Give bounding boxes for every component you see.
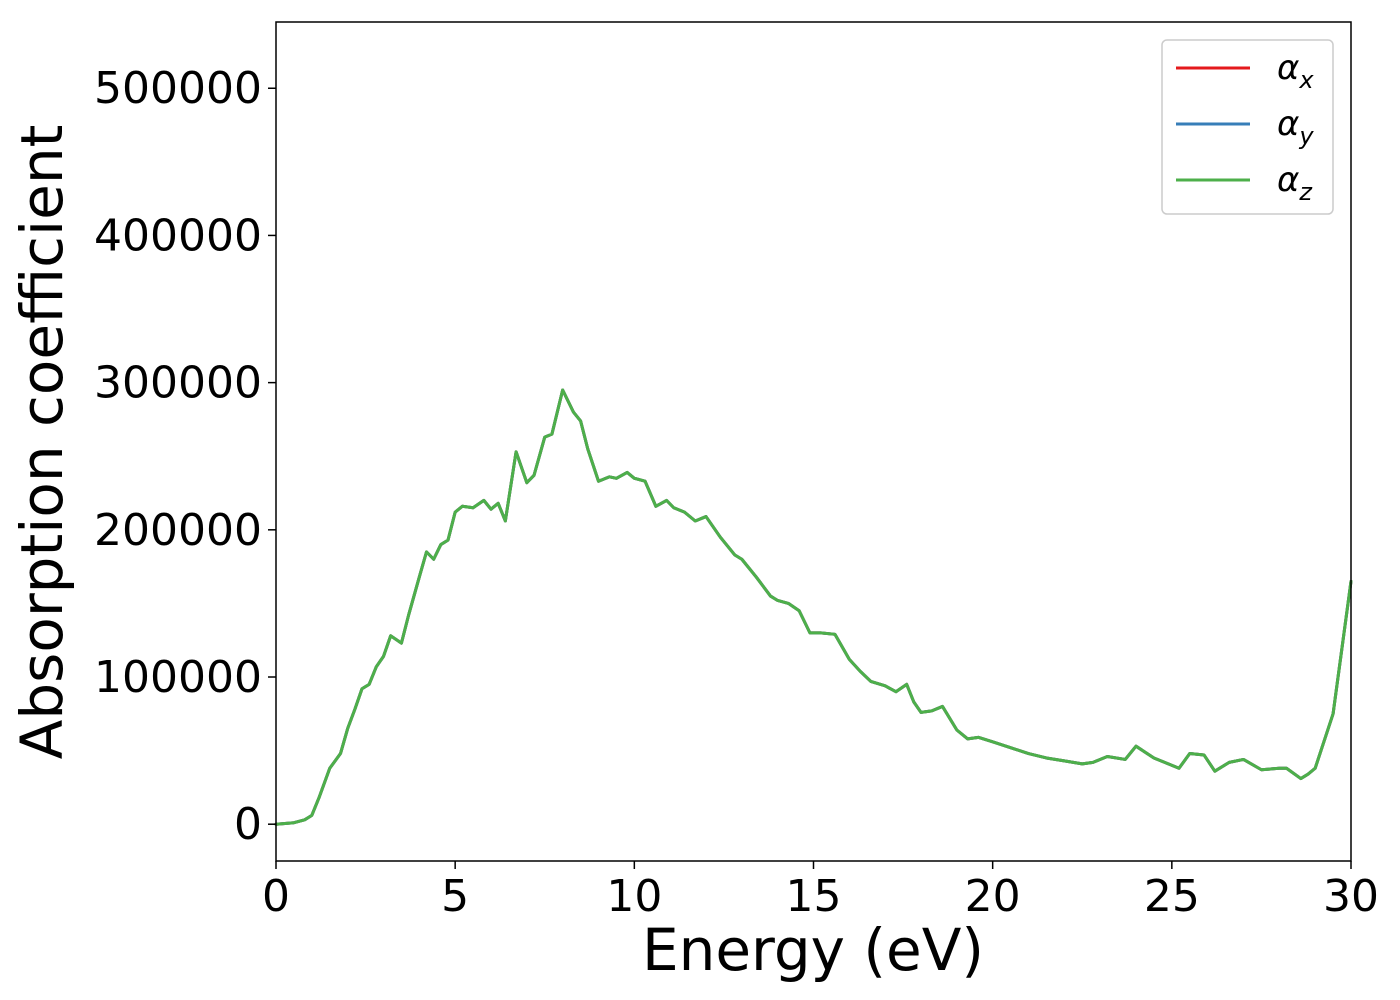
y-ticks: 0 100000 200000 300000 400000 500000 [94,63,276,850]
x-tick-label: 15 [786,871,842,922]
y-tick-label: 0 [234,799,262,850]
legend-label-x: αx [1277,48,1314,94]
x-tick-label: 20 [965,871,1021,922]
legend-label-z: αz [1277,160,1313,206]
x-tick-label: 10 [606,871,662,922]
x-tick-label: 25 [1144,871,1200,922]
y-axis-title: Absorption coefficient [8,125,76,760]
y-tick-label: 500000 [94,63,262,114]
x-tick-label: 0 [262,871,290,922]
series-line-alpha-z [274,388,1353,826]
x-tick-label: 30 [1323,871,1379,922]
x-tick-label: 5 [441,871,469,922]
y-tick-label: 300000 [94,358,262,409]
legend: αx αy αz [1161,39,1334,215]
y-tick-label: 100000 [94,652,262,703]
legend-label-y: αy [1277,104,1314,150]
x-axis-title: Energy (eV) [642,916,984,984]
x-ticks: 0 5 10 15 20 25 30 [262,861,1379,922]
y-tick-label: 400000 [94,210,262,261]
legend-frame [1161,39,1334,215]
series-layer [274,388,1353,826]
y-tick-label: 200000 [94,505,262,556]
